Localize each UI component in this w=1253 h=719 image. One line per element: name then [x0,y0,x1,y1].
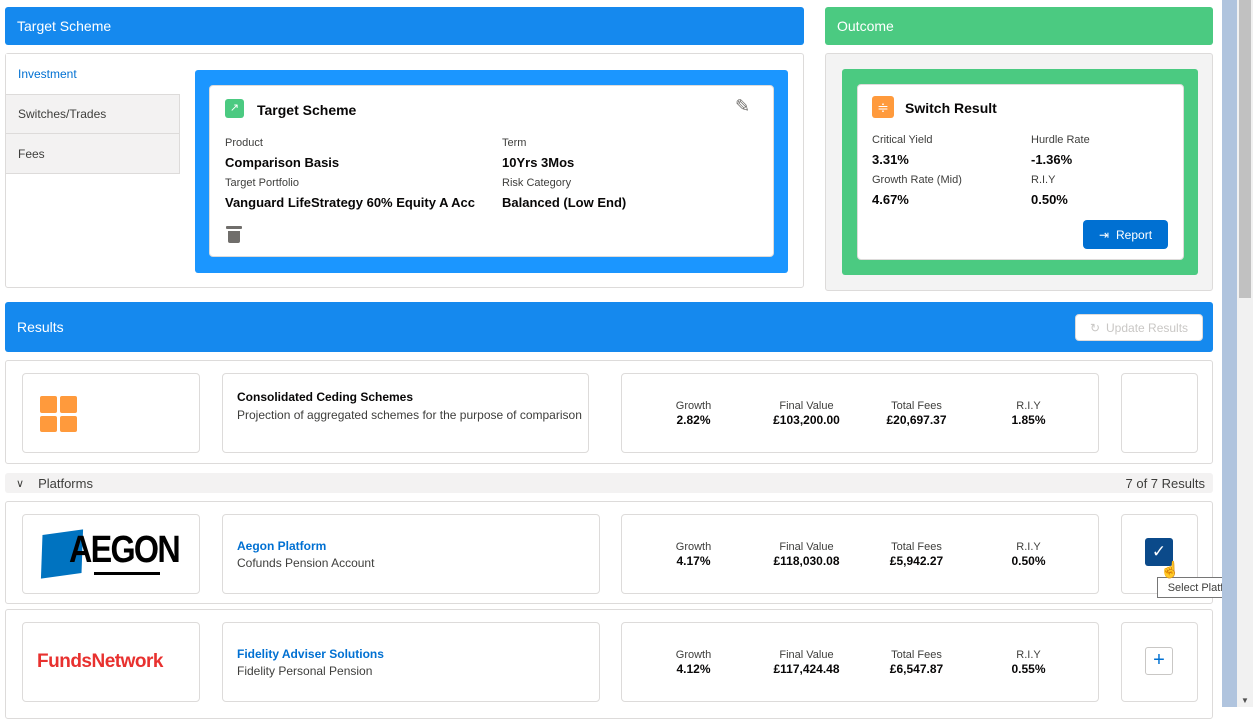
total-fees-value: £6,547.87 [889,662,944,676]
platform-stats: Growth 4.17% Final Value £118,030.08 Total… [621,514,1099,594]
chart-icon: ↗ [225,99,244,118]
stat-label: Growth [675,541,712,553]
growth-rate-value: 4.67% [872,192,909,207]
risk-value: Balanced (Low End) [502,195,627,210]
scrollbar[interactable]: ▼ [1237,0,1253,707]
report-button[interactable]: ⇥ Report [1083,220,1168,249]
tab-investment[interactable]: Investment [6,54,180,94]
platform-row: AEGON Aegon Platform Cofunds Pension Acc… [5,501,1213,604]
stat-label: Final Value [779,649,834,661]
results-title: Results [17,319,64,335]
chevron-down-icon: ∨ [16,477,25,490]
term-value: 10Yrs 3Mos [502,155,575,170]
scroll-down-arrow-icon[interactable]: ▼ [1241,696,1249,705]
target-scheme-panel: Investment Switches/Trades Fees ↗ Target… [5,53,804,288]
trash-icon[interactable] [226,226,242,243]
product-value: Comparison Basis [225,155,340,170]
platform-name-link[interactable]: Aegon Platform [237,539,327,553]
target-scheme-card: ↗ Target Scheme ✎ Product Comparison Bas… [209,85,774,257]
report-label: Report [1116,227,1153,242]
platform-info: Aegon Platform Cofunds Pension Account [222,514,600,594]
field-label: Growth Rate (Mid) [872,174,962,186]
total-fees-value: £20,697.37 [886,413,947,427]
stat-label: Final Value [779,400,834,412]
stat-label: Total Fees [891,400,942,412]
tab-fees[interactable]: Fees [6,134,180,174]
stat-label: Final Value [779,541,834,553]
target-scheme-header: Target Scheme [5,7,804,45]
stat-label: Growth [675,400,712,412]
field-label: Critical Yield [872,134,933,146]
riy-value: 0.50% [1031,192,1068,207]
field-label: R.I.Y [1031,174,1056,186]
background-strip [1222,0,1237,707]
stat-label: Growth [675,649,712,661]
field-label: Hurdle Rate [1031,134,1090,146]
card-title: Switch Result [905,100,997,116]
final-value: £103,200.00 [773,413,840,427]
field-label: Risk Category [502,177,572,189]
platform-product: Cofunds Pension Account [237,556,375,570]
stat-label: R.I.Y [1016,649,1041,661]
growth-value: 4.12% [676,662,711,676]
ceding-info-box: Consolidated Ceding Schemes Projection o… [222,373,589,453]
hurdle-rate-value: -1.36% [1031,152,1073,167]
final-value: £117,424.48 [773,662,840,676]
field-label: Product [225,137,263,149]
aegon-logo: AEGON [22,514,200,594]
platform-row: FundsNetwork Fidelity Adviser Solutions … [5,609,1213,719]
select-platform-checkbox-checked[interactable]: ✓ [1145,538,1173,566]
stat-label: Total Fees [891,541,942,553]
export-icon: ⇥ [1098,227,1110,242]
card-title: Target Scheme [257,102,357,118]
platform-action: + [1121,622,1198,702]
portfolio-value: Vanguard LifeStrategy 60% Equity A Acc [225,195,475,210]
stat-label: Total Fees [891,649,942,661]
growth-value: 2.82% [676,413,711,427]
growth-value: 4.17% [676,554,711,568]
aegon-logo-text: AEGON [69,529,181,571]
platform-info: Fidelity Adviser Solutions Fidelity Pers… [222,622,600,702]
ceding-subtitle: Projection of aggregated schemes for the… [237,408,582,422]
update-label: Update Results [1106,320,1189,335]
refresh-icon: ↻ [1089,320,1100,335]
platforms-section-toggle[interactable]: ∨ Platforms 7 of 7 Results [5,473,1213,493]
switch-result-card: ≑ Switch Result Critical Yield 3.31% Hur… [857,84,1184,260]
edit-pencil-icon[interactable]: ✎ [735,96,751,116]
signpost-icon: ≑ [872,96,894,118]
ceding-logo-box [22,373,200,453]
platform-name-link[interactable]: Fidelity Adviser Solutions [237,647,384,661]
schemes-grid-icon [40,396,78,432]
add-platform-button[interactable]: + [1145,647,1173,675]
field-label: Target Portfolio [225,177,299,189]
ceding-action-box [1121,373,1198,453]
field-label: Term [502,137,527,149]
platform-product: Fidelity Personal Pension [237,664,373,678]
results-header: Results ↻ Update Results [5,302,1213,352]
target-scheme-highlight: ↗ Target Scheme ✎ Product Comparison Bas… [195,70,788,273]
riy-value: 0.55% [1011,662,1046,676]
scrollbar-thumb[interactable] [1239,0,1251,298]
tab-switches-trades[interactable]: Switches/Trades [6,94,180,134]
ceding-stats-box: Growth 2.82% Final Value £103,200.00 Total… [621,373,1099,453]
critical-yield-value: 3.31% [872,152,909,167]
riy-value: 0.50% [1011,554,1046,568]
platforms-label: Platforms [38,475,93,491]
riy-value: 1.85% [1011,413,1046,427]
outcome-highlight: ≑ Switch Result Critical Yield 3.31% Hur… [842,69,1198,275]
ceding-row: Consolidated Ceding Schemes Projection o… [5,360,1213,464]
results-count: 7 of 7 Results [1125,475,1206,491]
fundsnetwork-logo: FundsNetwork [22,622,200,702]
outcome-panel: ≑ Switch Result Critical Yield 3.31% Hur… [825,53,1213,291]
platform-stats: Growth 4.12% Final Value £117,424.48 Total… [621,622,1099,702]
stat-label: R.I.Y [1016,541,1041,553]
stat-label: R.I.Y [1016,400,1041,412]
update-results-button[interactable]: ↻ Update Results [1075,314,1203,341]
outcome-header: Outcome [825,7,1213,45]
fundsnetwork-logo-text: FundsNetwork [37,651,163,672]
ceding-title: Consolidated Ceding Schemes [237,390,414,404]
final-value: £118,030.08 [773,554,840,568]
hand-cursor-icon: ☝ [1160,562,1180,579]
total-fees-value: £5,942.27 [889,554,944,568]
